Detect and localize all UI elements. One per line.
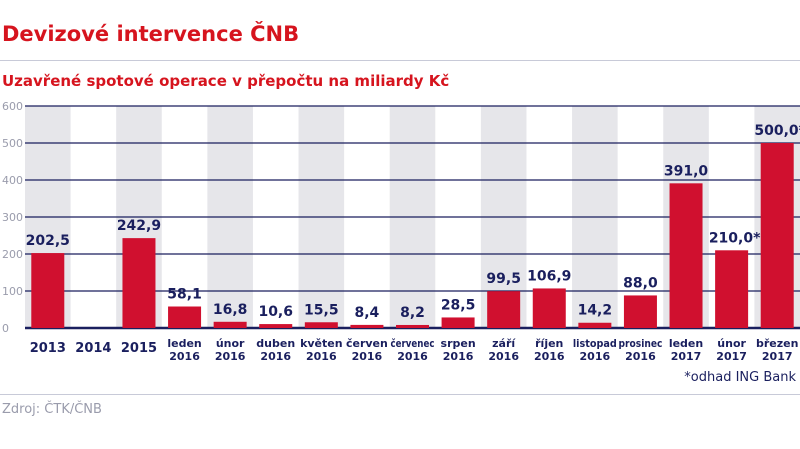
y-tick-label: 100 <box>2 285 23 298</box>
data-label: 210,0* <box>709 230 761 246</box>
divider <box>0 394 800 395</box>
bar <box>31 253 65 328</box>
y-tick-label: 300 <box>2 211 23 224</box>
x-tick-label: 2016 <box>169 350 200 363</box>
data-label: 88,0 <box>623 275 658 291</box>
data-label: 106,9 <box>527 268 571 284</box>
bar <box>304 322 338 328</box>
x-tick-label: leden <box>669 337 703 350</box>
y-tick-label: 600 <box>2 100 23 113</box>
data-label: 500,0* <box>754 123 800 139</box>
data-label: 99,5 <box>486 271 521 287</box>
x-tick-label: květen <box>300 337 343 350</box>
x-tick-label: červen <box>346 337 388 350</box>
y-tick-label: 200 <box>2 248 23 261</box>
data-label: 242,9 <box>117 218 161 234</box>
bar <box>122 238 156 328</box>
bar <box>532 288 566 328</box>
data-label: 16,8 <box>213 302 248 318</box>
x-tick-label: 2016 <box>488 350 519 363</box>
data-label: 58,1 <box>167 287 202 303</box>
x-tick-label: červenec <box>391 337 435 350</box>
x-tick-label: 2013 <box>30 341 66 356</box>
bar <box>760 143 794 328</box>
data-label: 8,2 <box>400 305 425 321</box>
bar <box>623 295 657 328</box>
chart-title: Devizové intervence ČNB <box>2 22 300 46</box>
x-tick-label: 2016 <box>306 350 337 363</box>
divider <box>0 60 800 61</box>
source-text: Zdroj: ČTK/ČNB <box>2 402 102 417</box>
bar <box>213 321 247 328</box>
bar <box>715 250 749 328</box>
x-tick-label: září <box>492 337 516 350</box>
y-tick-label: 0 <box>2 322 9 335</box>
x-tick-label: 2016 <box>534 350 565 363</box>
x-tick-label: 2016 <box>397 350 428 363</box>
y-tick-label: 400 <box>2 174 23 187</box>
x-tick-label: 2017 <box>762 350 793 363</box>
data-label: 202,5 <box>26 233 70 249</box>
bar <box>396 324 429 328</box>
x-tick-label: únor <box>717 337 746 350</box>
data-label: 10,6 <box>258 304 293 320</box>
x-tick-label: 2017 <box>716 350 747 363</box>
x-tick-label: 2015 <box>121 341 157 356</box>
data-label: 14,2 <box>578 303 613 319</box>
footnote: *odhad ING Bank <box>684 370 796 385</box>
data-label: 8,4 <box>355 305 380 321</box>
bar <box>259 324 293 328</box>
x-tick-label: 2014 <box>75 341 111 356</box>
bar-chart: 0 100 200 300 400 500 600 202,5 2013 2014 242,9 201… <box>2 100 800 363</box>
x-tick-label: 2016 <box>625 350 656 363</box>
x-tick-label: březen <box>756 337 798 350</box>
x-tick-label: 2016 <box>443 350 474 363</box>
x-tick-label: srpen <box>441 337 476 350</box>
chart-subtitle: Uzavřené spotové operace v přepočtu na m… <box>2 72 450 90</box>
x-tick-label: říjen <box>535 337 563 350</box>
x-tick-label: 2017 <box>671 350 702 363</box>
x-tick-label: duben <box>256 337 295 350</box>
x-tick-label: listopad <box>573 337 617 350</box>
bar <box>578 322 612 328</box>
bar <box>350 324 384 328</box>
data-label: 15,5 <box>304 302 339 318</box>
x-tick-label: 2016 <box>215 350 246 363</box>
y-tick-label: 500 <box>2 137 23 150</box>
x-tick-label: leden <box>167 337 201 350</box>
data-label: 391,0 <box>664 163 709 179</box>
data-label: 28,5 <box>441 297 476 313</box>
x-tick-label: únor <box>216 337 245 350</box>
bar <box>669 183 703 328</box>
bar <box>168 306 202 328</box>
x-tick-label: 2016 <box>260 350 291 363</box>
x-tick-label: 2016 <box>580 350 611 363</box>
bar <box>487 291 521 328</box>
x-tick-label: 2016 <box>352 350 383 363</box>
x-tick-label: prosinec <box>618 337 662 350</box>
bar <box>441 317 475 328</box>
